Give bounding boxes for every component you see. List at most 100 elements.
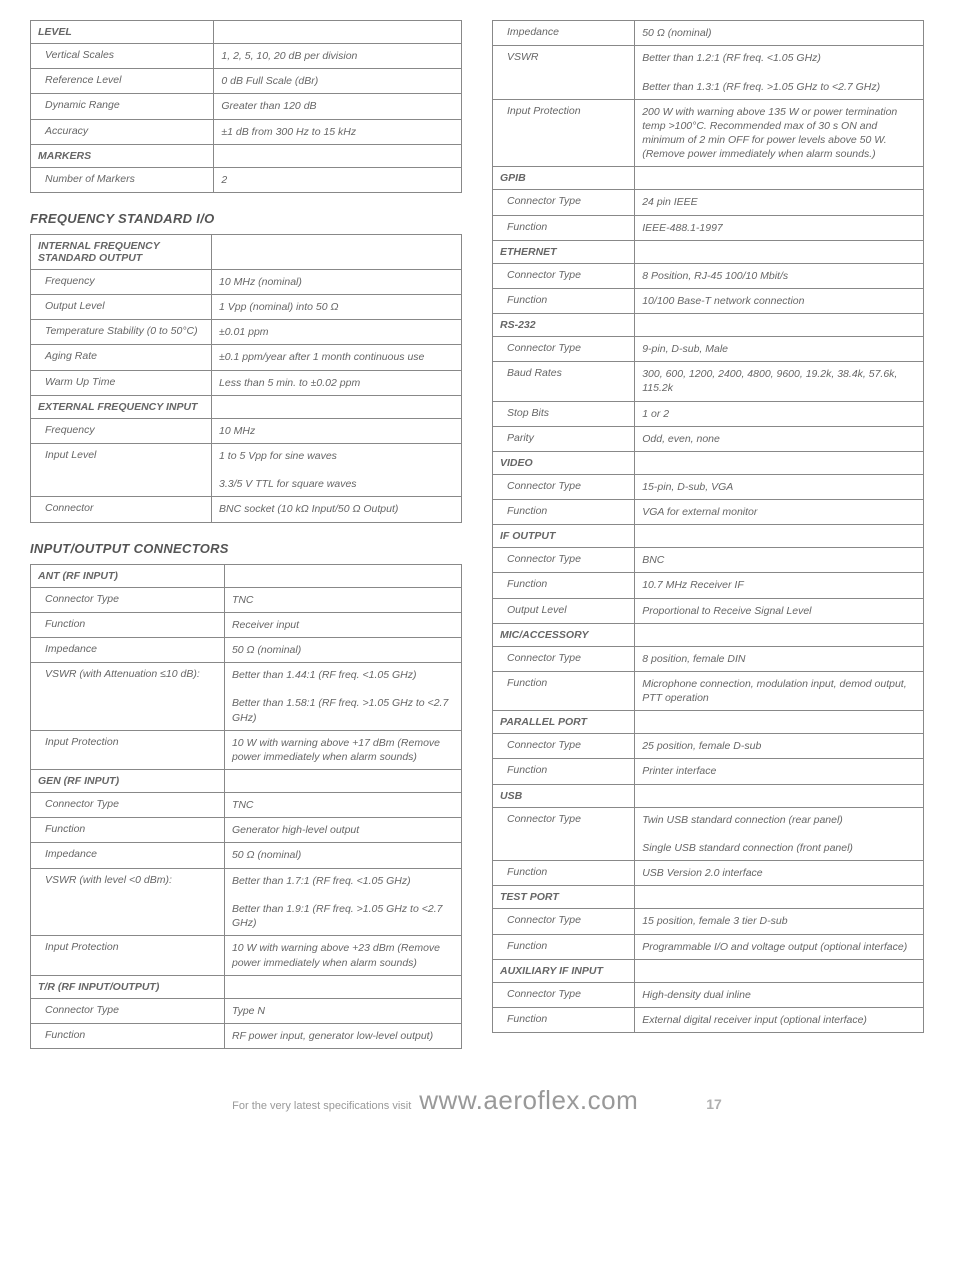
left-column: LEVEL Vertical Scales1, 2, 5, 10, 20 dB … <box>30 20 462 1067</box>
table-cell-label: VSWR <box>493 46 635 100</box>
table-cell-value: Microphone connection, modulation input,… <box>635 671 924 710</box>
table-cell-value: 8 position, female DIN <box>635 646 924 671</box>
table-cell-label: Warm Up Time <box>31 370 212 395</box>
ant-rows: Connector TypeTNCFunctionReceiver inputI… <box>31 587 462 770</box>
table-cell-value: 10.7 MHz Receiver IF <box>635 573 924 598</box>
io-heading: INPUT/OUTPUT CONNECTORS <box>30 541 462 556</box>
table-cell-label: Input Protection <box>493 99 635 167</box>
table-cell-value: VGA for external monitor <box>635 500 924 525</box>
tr-header: T/R (RF INPUT/OUTPUT) <box>31 975 225 998</box>
usb-rows: Connector TypeTwin USB standard connecti… <box>493 807 924 886</box>
footer: For the very latest specifications visit… <box>30 1085 924 1116</box>
freq-std-heading: FREQUENCY STANDARD I/O <box>30 211 462 226</box>
table-cell-label: Connector <box>31 497 212 522</box>
table-cell-value: Proportional to Receive Signal Level <box>635 598 924 623</box>
internal-freq-header: INTERNAL FREQUENCY STANDARD OUTPUT <box>31 234 212 269</box>
table-cell-label: Function <box>31 1023 225 1048</box>
table-cell-label: Baud Rates <box>493 362 635 401</box>
table-cell-value: Twin USB standard connection (rear panel… <box>635 807 924 861</box>
table-cell-value: 15-pin, D-sub, VGA <box>635 474 924 499</box>
table-cell-value: TNC <box>224 587 461 612</box>
table-cell-label: Connector Type <box>31 998 225 1023</box>
tr-rows: Connector TypeType NFunctionRF power inp… <box>31 998 462 1048</box>
table-cell-value: 10 MHz (nominal) <box>212 269 462 294</box>
table-cell-value: ±0.01 ppm <box>212 320 462 345</box>
table-cell-value: Better than 1.44:1 (RF freq. <1.05 GHz)B… <box>224 663 461 731</box>
footer-prefix: For the very latest specifications visit <box>232 1100 411 1112</box>
table-cell-value: Odd, even, none <box>635 426 924 451</box>
table-cell-value: 1 Vpp (nominal) into 50 Ω <box>212 295 462 320</box>
table-cell-label: Connector Type <box>493 190 635 215</box>
ethernet-rows: Connector Type8 Position, RJ-45 100/10 M… <box>493 263 924 313</box>
freq-std-table: INTERNAL FREQUENCY STANDARD OUTPUT Frequ… <box>30 234 462 523</box>
table-cell-label: Impedance <box>31 637 225 662</box>
right-column: Impedance50 Ω (nominal)VSWRBetter than 1… <box>492 20 924 1067</box>
rs232-header: RS-232 <box>493 314 635 337</box>
table-cell-label: Frequency <box>31 418 212 443</box>
table-cell-label: Function <box>493 288 635 313</box>
table-cell-label: Function <box>493 759 635 784</box>
table-cell-value: ±0.1 ppm/year after 1 month continuous u… <box>212 345 462 370</box>
table-cell-value: Greater than 120 dB <box>214 94 462 119</box>
external-freq-rows: Frequency10 MHzInput Level1 to 5 Vpp for… <box>31 418 462 522</box>
table-cell-value: ±1 dB from 300 Hz to 15 kHz <box>214 119 462 144</box>
table-cell-value: TNC <box>224 793 461 818</box>
table-cell-value: High-density dual inline <box>635 982 924 1007</box>
table-cell-label: Input Protection <box>31 730 225 769</box>
io-table: ANT (RF INPUT) Connector TypeTNCFunction… <box>30 564 462 1049</box>
table-cell-value: Printer interface <box>635 759 924 784</box>
table-cell-label: Connector Type <box>31 587 225 612</box>
table-cell-label: Connector Type <box>493 982 635 1007</box>
table-cell-label: Frequency <box>31 269 212 294</box>
table-cell-value: 200 W with warning above 135 W or power … <box>635 99 924 167</box>
table-cell-value: 9-pin, D-sub, Male <box>635 337 924 362</box>
level-header: LEVEL <box>31 21 214 44</box>
table-cell-label: Function <box>493 215 635 240</box>
table-cell-label: Output Level <box>31 295 212 320</box>
table-cell-value: 50 Ω (nominal) <box>224 637 461 662</box>
table-cell-label: Function <box>493 573 635 598</box>
mic-header: MIC/ACCESSORY <box>493 623 635 646</box>
test-header: TEST PORT <box>493 886 635 909</box>
table-cell-value: 300, 600, 1200, 2400, 4800, 9600, 19.2k,… <box>635 362 924 401</box>
internal-freq-rows: Frequency10 MHz (nominal)Output Level1 V… <box>31 269 462 395</box>
table-cell-value: 25 position, female D-sub <box>635 734 924 759</box>
table-cell-label: Function <box>493 671 635 710</box>
table-cell-value: BNC <box>635 548 924 573</box>
level-rows: Vertical Scales1, 2, 5, 10, 20 dB per di… <box>31 44 462 145</box>
markers-header: MARKERS <box>31 144 214 167</box>
table-cell-label: Connector Type <box>493 646 635 671</box>
table-cell-label: VSWR (with Attenuation ≤10 dB): <box>31 663 225 731</box>
table-cell-label: Function <box>493 861 635 886</box>
video-header: VIDEO <box>493 451 635 474</box>
table-cell-value: RF power input, generator low-level outp… <box>224 1023 461 1048</box>
footer-page: 17 <box>706 1096 722 1112</box>
gpib-header: GPIB <box>493 167 635 190</box>
external-freq-header: EXTERNAL FREQUENCY INPUT <box>31 395 212 418</box>
table-cell-value: 1 or 2 <box>635 401 924 426</box>
ant-header: ANT (RF INPUT) <box>31 564 225 587</box>
ifout-header: IF OUTPUT <box>493 525 635 548</box>
table-cell-label: Number of Markers <box>31 167 214 192</box>
table-cell-label: Input Level <box>31 443 212 497</box>
table-cell-label: Reference Level <box>31 69 214 94</box>
table-cell-value: USB Version 2.0 interface <box>635 861 924 886</box>
table-cell-label: Output Level <box>493 598 635 623</box>
ifout-rows: Connector TypeBNCFunction10.7 MHz Receiv… <box>493 548 924 624</box>
table-cell-value: 1 to 5 Vpp for sine waves3.3/5 V TTL for… <box>212 443 462 497</box>
table-cell-value: 10 W with warning above +23 dBm (Remove … <box>224 936 461 975</box>
table-cell-label: Connector Type <box>493 909 635 934</box>
table-cell-value: Generator high-level output <box>224 818 461 843</box>
table-cell-label: Vertical Scales <box>31 44 214 69</box>
right-table: Impedance50 Ω (nominal)VSWRBetter than 1… <box>492 20 924 1033</box>
table-cell-label: Impedance <box>493 21 635 46</box>
table-cell-label: Connector Type <box>31 793 225 818</box>
table-cell-value: 10/100 Base-T network connection <box>635 288 924 313</box>
table-cell-label: Connector Type <box>493 263 635 288</box>
video-rows: Connector Type15-pin, D-sub, VGAFunction… <box>493 474 924 524</box>
table-cell-label: Stop Bits <box>493 401 635 426</box>
table-cell-value: 24 pin IEEE <box>635 190 924 215</box>
footer-url: www.aeroflex.com <box>419 1085 638 1116</box>
gen-rows: Connector TypeTNCFunctionGenerator high-… <box>31 793 462 976</box>
table-cell-value: Less than 5 min. to ±0.02 ppm <box>212 370 462 395</box>
